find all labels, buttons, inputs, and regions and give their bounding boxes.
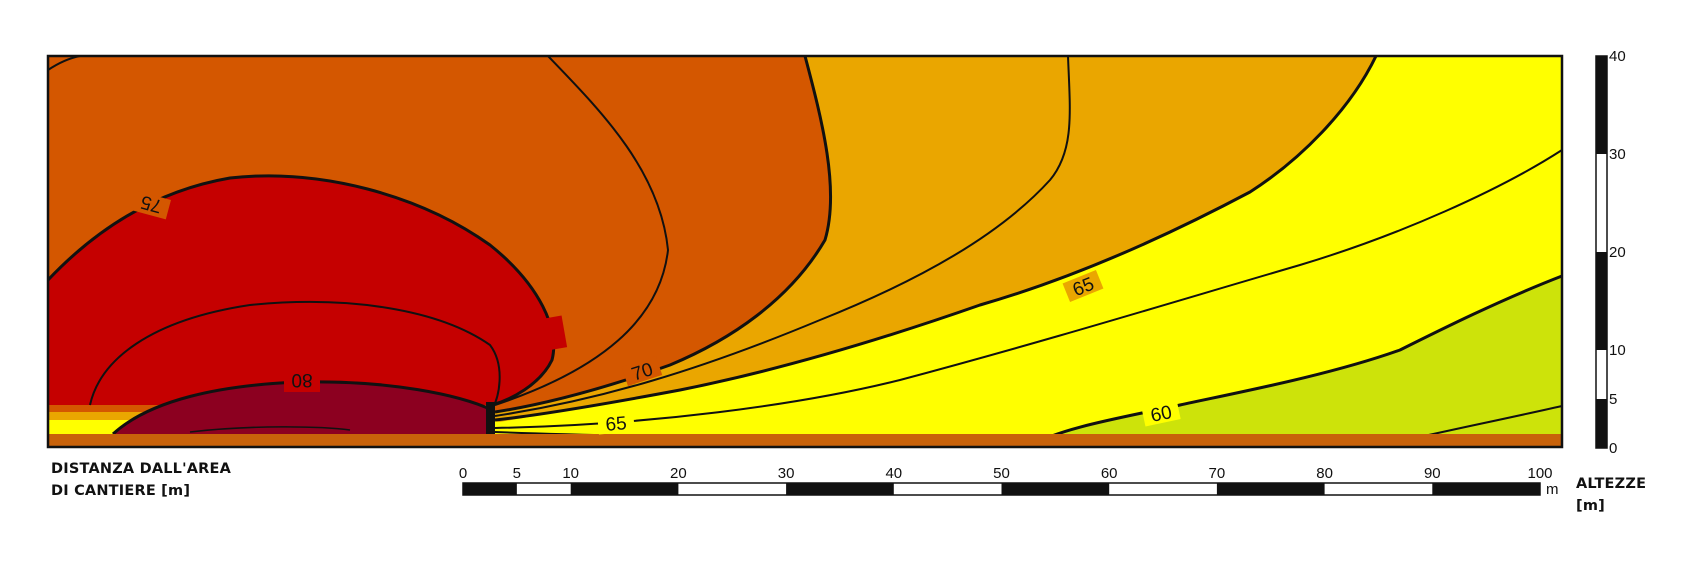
scale-tick-label: 40: [885, 465, 902, 482]
contour-label-75-lower: 75: [544, 324, 568, 348]
scale-tick-label: 80: [1316, 465, 1333, 482]
scale-tick-label: 5: [513, 465, 521, 482]
contour-line-62: [494, 149, 1563, 429]
height-bar-segment: [1596, 399, 1607, 448]
plot-frame: [46, 54, 1564, 449]
height-label-line1: ALTEZZE: [1576, 476, 1647, 492]
scale-tick-label: 60: [1101, 465, 1118, 482]
distance-label-line1: DISTANZA DALL'AREA: [51, 461, 232, 477]
scale-tick-label: 0: [459, 465, 467, 482]
contour-line-65: [494, 55, 1378, 422]
height-tick-label: 30: [1609, 146, 1626, 163]
contour-line-85: [189, 426, 351, 433]
distance-label-line2: DI CANTIERE [m]: [51, 483, 191, 499]
scale-bar-segment: [1216, 483, 1325, 495]
height-bar-segment: [1596, 56, 1607, 154]
zone-red: [48, 175, 554, 405]
contour-line-60: [1029, 274, 1563, 448]
contour-label-80: 80: [291, 369, 312, 390]
height-tick-label: 40: [1609, 48, 1626, 65]
contour-label-60: 60: [1149, 402, 1174, 427]
scale-tick-label: 70: [1209, 465, 1226, 482]
scale-bar-segment: [463, 483, 517, 495]
contour-line-77: [89, 300, 501, 411]
height-tick-label: 5: [1609, 391, 1617, 408]
scale-tick-label: 100: [1527, 465, 1552, 482]
ground-strip: [48, 434, 1562, 447]
scale-tick-label: 50: [993, 465, 1010, 482]
distance-label: DISTANZA DALL'AREA DI CANTIERE [m]: [51, 458, 231, 502]
scale-tick-label: 90: [1424, 465, 1441, 482]
height-label: ALTEZZE [m]: [1576, 473, 1646, 517]
contour-line-72: [494, 55, 670, 406]
contour-label-65-lower: 65: [605, 413, 628, 436]
contour-plot-area: 75 75 80 70 65 65 60: [46, 54, 1564, 449]
scale-unit-label: m: [1546, 481, 1559, 498]
height-scale-bar: 0 5 10 20 30 40: [1595, 48, 1626, 457]
scale-bar-segment: [570, 483, 679, 495]
height-tick-label: 10: [1609, 342, 1626, 359]
height-tick-label: 0: [1609, 440, 1617, 457]
height-label-line2: [m]: [1576, 498, 1605, 514]
contour-line-70: [494, 55, 833, 414]
scale-bar-segment: [786, 483, 894, 495]
height-bar-segment: [1596, 252, 1607, 350]
scale-tick-label: 20: [670, 465, 687, 482]
scale-bar-segment: [1001, 483, 1110, 495]
zone-deep-red: [113, 381, 492, 434]
contour-line-67: [494, 55, 1071, 417]
source-marker: [486, 402, 495, 434]
scale-tick-label: 10: [562, 465, 579, 482]
height-tick-label: 20: [1609, 244, 1626, 261]
scale-bar-segment: [1432, 483, 1540, 495]
contour-labels: 75 75 80 70 65 65 60: [131, 191, 1181, 436]
scale-tick-label: 30: [778, 465, 795, 482]
